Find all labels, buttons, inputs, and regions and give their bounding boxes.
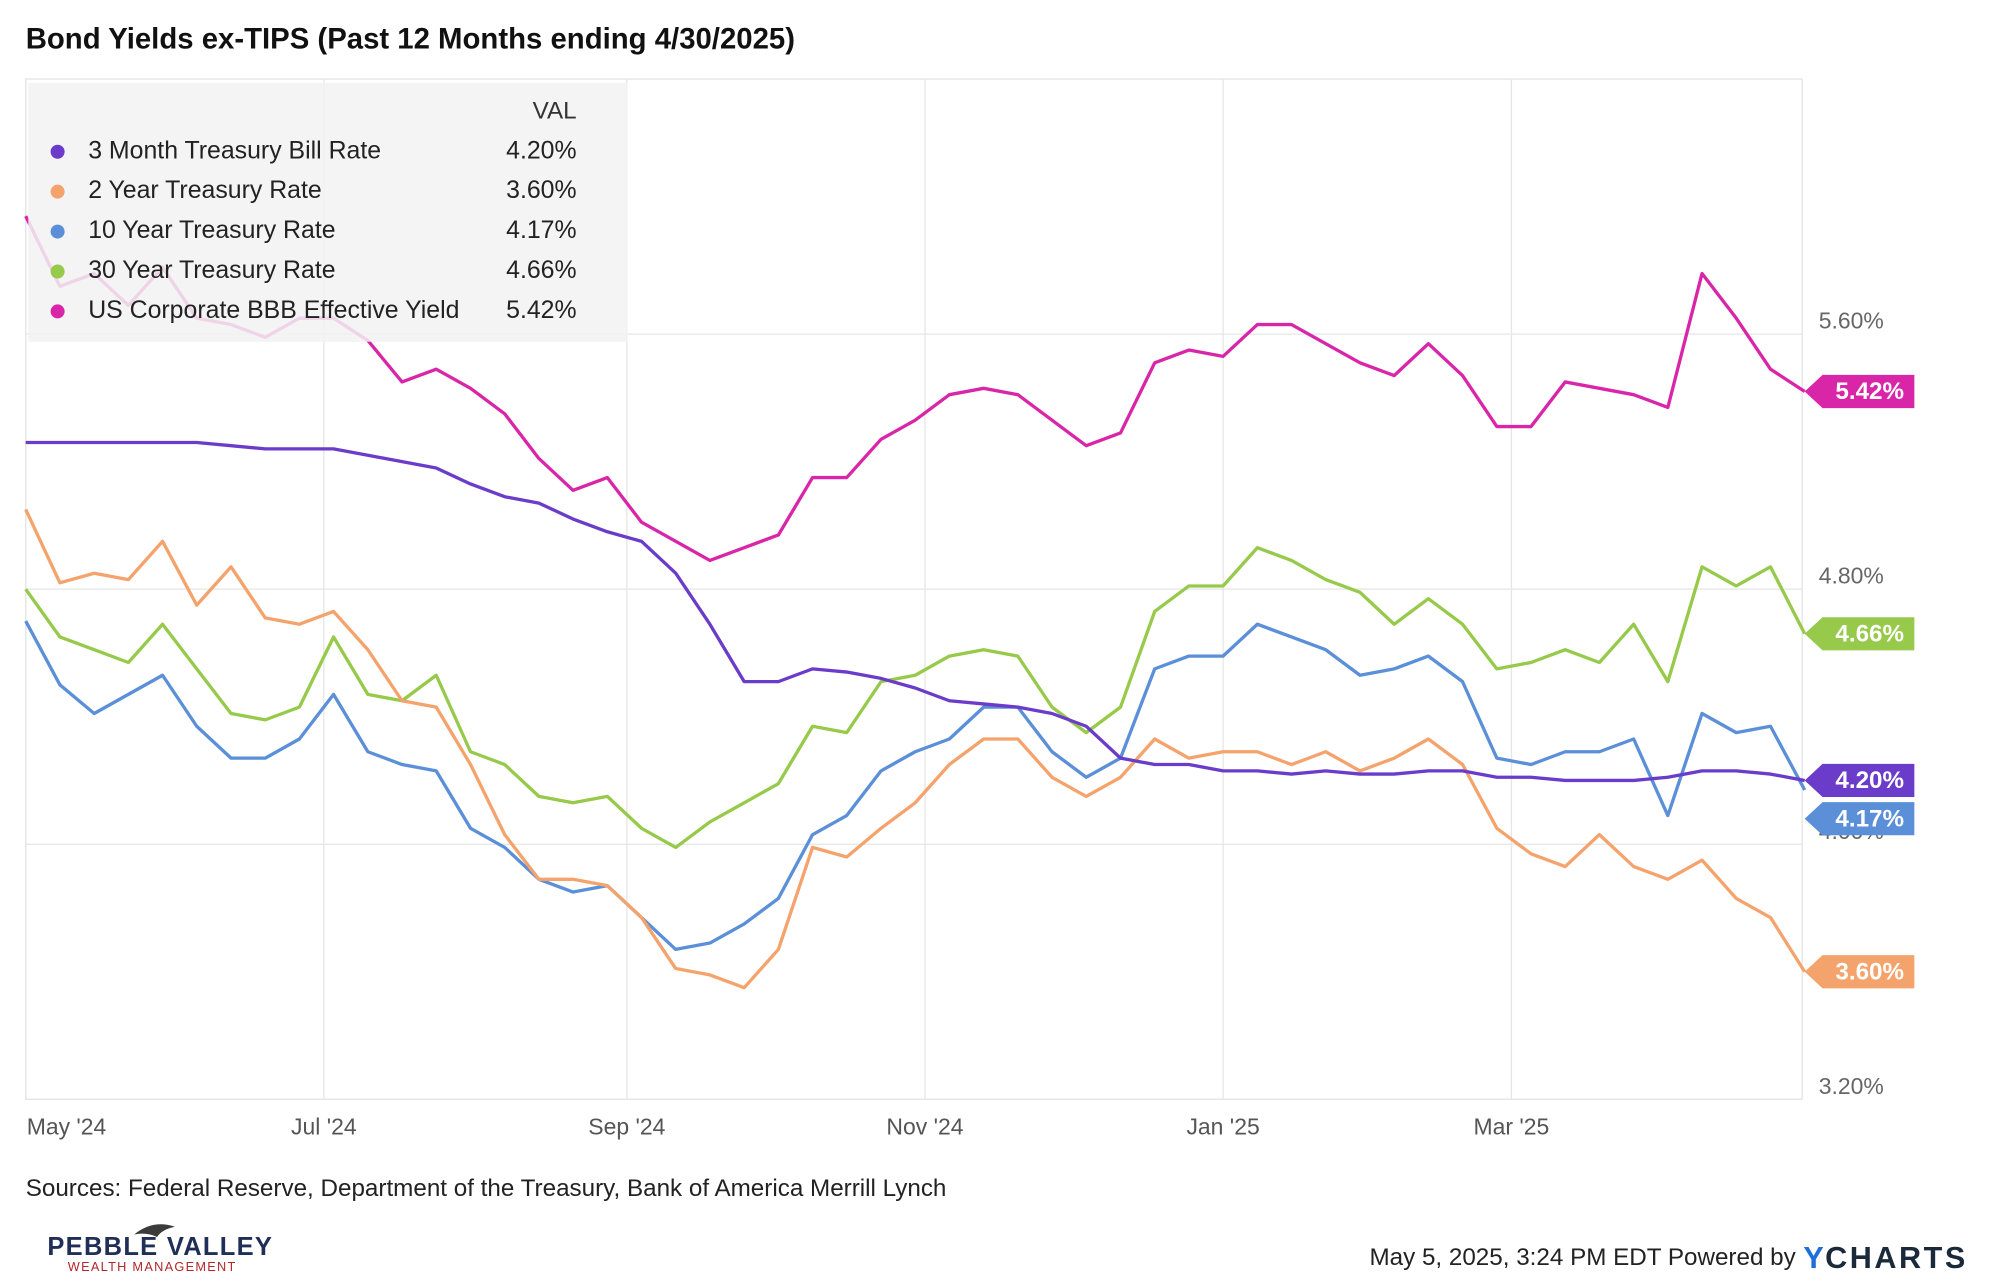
end-labels: 5.42% 4.66% 4.20% 4.17% 3.60%	[1804, 374, 1915, 989]
series-line	[25, 440, 1805, 783]
x-tick-label: May '24	[27, 1114, 107, 1140]
x-tick-label: Mar '25	[1474, 1114, 1550, 1140]
end-label: 4.17%	[1835, 805, 1904, 832]
legend-dot	[50, 144, 65, 159]
legend-value: 5.42%	[506, 296, 576, 324]
legend-label: 30 Year Treasury Rate	[88, 256, 335, 284]
legend-dot	[50, 184, 65, 199]
series-line	[24, 508, 1807, 990]
end-label: 3.60%	[1835, 958, 1904, 985]
end-badge	[1804, 802, 1915, 836]
legend-label: 2 Year Treasury Rate	[88, 176, 322, 204]
legend-value: 4.20%	[506, 136, 576, 164]
end-label: 4.20%	[1835, 767, 1904, 794]
y-tick-label: 3.20%	[1819, 1073, 1884, 1099]
end-label: 5.42%	[1835, 378, 1904, 405]
y-tick-label: 4.80%	[1819, 563, 1884, 589]
series-line	[24, 620, 1807, 952]
x-tick-label: Sep '24	[588, 1114, 665, 1140]
series-line	[24, 546, 1807, 850]
y-tick-label: 5.60%	[1819, 308, 1884, 334]
legend: VAL 3 Month Treasury Bill Rate 4.20% 2 Yea…	[50, 98, 577, 324]
legend-value: 4.17%	[506, 216, 576, 244]
logo-bird	[134, 1224, 175, 1237]
timestamp: May 5, 2025, 3:24 PM EDT Powered by	[1369, 1244, 1796, 1271]
source: Sources: Federal Reserve, Department of …	[26, 1175, 947, 1202]
legend-box	[28, 82, 628, 342]
legend-dot	[50, 264, 65, 279]
legend-dot	[50, 304, 65, 319]
end-badge	[1804, 617, 1915, 651]
brand: CHARTS	[1825, 1241, 1968, 1275]
x-tick-label: Jul '24	[291, 1114, 357, 1140]
logo-name: PEBBLE VALLEY	[47, 1233, 273, 1261]
legend-value: 4.66%	[506, 256, 576, 284]
logo-tagline: WEALTH MANAGEMENT	[68, 1259, 237, 1274]
end-badge	[1804, 955, 1915, 989]
end-badge	[1804, 374, 1915, 409]
legend-value: 3.60%	[506, 176, 576, 204]
legend-header: VAL	[533, 98, 577, 125]
end-badge	[1804, 763, 1915, 798]
legend-dot	[50, 224, 65, 239]
end-label: 4.66%	[1835, 620, 1904, 647]
legend-label: 3 Month Treasury Bill Rate	[88, 136, 381, 164]
legend-label: US Corporate BBB Effective Yield	[88, 296, 459, 324]
brand-mark: Y	[1803, 1241, 1823, 1275]
x-tick-label: Nov '24	[886, 1114, 963, 1140]
legend-label: 10 Year Treasury Rate	[88, 216, 335, 244]
x-tick-label: Jan '25	[1186, 1114, 1259, 1140]
chart-title: Bond Yields ex-TIPS (Past 12 Months endi…	[26, 23, 795, 56]
